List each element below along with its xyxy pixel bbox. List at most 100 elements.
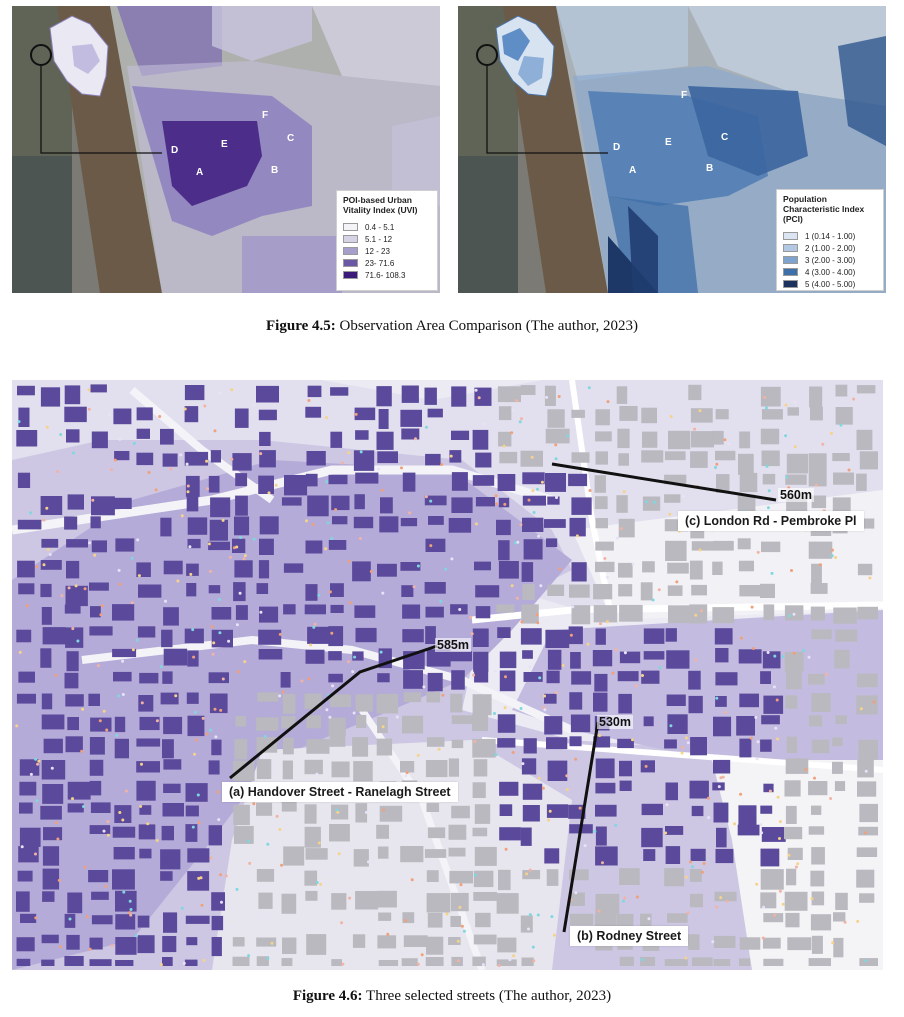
building-footprint	[403, 692, 422, 703]
poi-dot	[785, 475, 789, 479]
poi-dot	[179, 453, 183, 457]
poi-dot	[106, 820, 110, 824]
street-line-b[interactable]	[562, 721, 600, 933]
building-footprint	[859, 451, 878, 470]
poi-dot	[221, 677, 225, 681]
building-footprint	[832, 761, 843, 774]
poi-dot	[519, 523, 523, 527]
building-footprint	[403, 935, 428, 947]
legend-swatch	[783, 268, 798, 276]
poi-dot	[711, 940, 715, 944]
building-footprint	[163, 560, 183, 575]
poi-dot	[83, 865, 87, 869]
poi-dot	[185, 462, 189, 466]
building-footprint	[472, 827, 488, 837]
building-footprint	[811, 847, 825, 865]
poi-dot	[755, 882, 759, 886]
poi-dot	[20, 845, 24, 849]
poi-dot	[450, 557, 454, 561]
poi-dot	[495, 502, 499, 506]
building-footprint	[184, 959, 198, 966]
building-footprint	[857, 759, 874, 778]
poi-dot	[122, 890, 126, 894]
building-footprint	[664, 739, 677, 749]
poi-dot	[164, 599, 167, 603]
poi-dot	[106, 833, 110, 837]
building-footprint	[162, 671, 173, 684]
poi-dot	[516, 540, 520, 544]
building-footprint	[426, 649, 451, 667]
poi-dot	[521, 762, 525, 766]
poi-dot	[503, 502, 507, 506]
poi-dot	[565, 788, 569, 791]
poi-dot	[278, 828, 282, 831]
poi-dot	[494, 669, 497, 673]
building-footprint	[763, 695, 784, 714]
building-footprint	[401, 715, 424, 734]
figure-4-5-caption-label: Figure 4.5:	[266, 318, 336, 334]
building-footprint	[328, 474, 348, 485]
building-footprint	[666, 650, 690, 669]
poi-dot	[118, 437, 122, 441]
poi-dot	[352, 711, 356, 715]
building-footprint	[760, 805, 773, 814]
poi-dot	[386, 932, 390, 936]
poi-dot	[17, 420, 21, 424]
building-footprint	[472, 429, 489, 450]
building-footprint	[448, 824, 467, 840]
poi-dot	[140, 701, 144, 705]
building-footprint	[690, 893, 703, 908]
building-footprint	[619, 780, 632, 791]
building-footprint	[856, 429, 873, 450]
poi-dot	[278, 694, 282, 698]
poi-dot	[280, 863, 284, 867]
building-footprint	[523, 539, 543, 560]
building-footprint	[64, 406, 87, 423]
building-footprint	[136, 407, 153, 421]
poi-dot	[404, 774, 408, 778]
street-line-c[interactable]	[551, 462, 777, 502]
poi-dot	[778, 889, 782, 893]
poi-dot	[859, 707, 863, 711]
poi-dot	[235, 887, 239, 891]
building-footprint	[738, 805, 757, 826]
building-footprint	[330, 431, 343, 448]
poi-dot	[205, 459, 209, 463]
building-footprint	[66, 934, 80, 950]
poi-dot	[377, 467, 381, 471]
poi-dot	[191, 825, 195, 829]
building-footprint	[449, 870, 473, 884]
building-footprint	[329, 736, 346, 747]
poi-dot	[830, 554, 834, 558]
building-footprint	[400, 562, 421, 571]
building-footprint	[691, 541, 714, 551]
building-footprint	[402, 472, 416, 492]
building-footprint	[688, 695, 703, 714]
poi-dot	[691, 865, 694, 869]
building-footprint	[784, 826, 803, 840]
poi-dot	[645, 500, 648, 504]
poi-dot	[155, 839, 159, 842]
poi-dot	[416, 962, 420, 966]
building-footprint	[41, 760, 66, 780]
building-footprint	[328, 651, 342, 661]
building-footprint	[568, 626, 583, 645]
building-footprint	[209, 519, 228, 541]
poi-dot	[102, 829, 106, 833]
poi-dot	[763, 395, 767, 399]
building-footprint	[712, 561, 723, 575]
poi-dot	[347, 559, 351, 563]
building-footprint	[665, 540, 687, 561]
street-line-a[interactable]	[229, 644, 438, 780]
poi-dot	[317, 841, 321, 845]
poi-dot	[238, 591, 242, 595]
building-footprint	[282, 937, 297, 954]
poi-dot	[180, 514, 184, 518]
building-footprint	[40, 560, 62, 570]
building-footprint	[355, 891, 379, 910]
building-footprint	[859, 803, 878, 823]
poi-dot	[772, 685, 776, 689]
building-footprint	[112, 826, 136, 838]
poi-dot	[497, 964, 501, 967]
poi-dot	[535, 613, 539, 617]
